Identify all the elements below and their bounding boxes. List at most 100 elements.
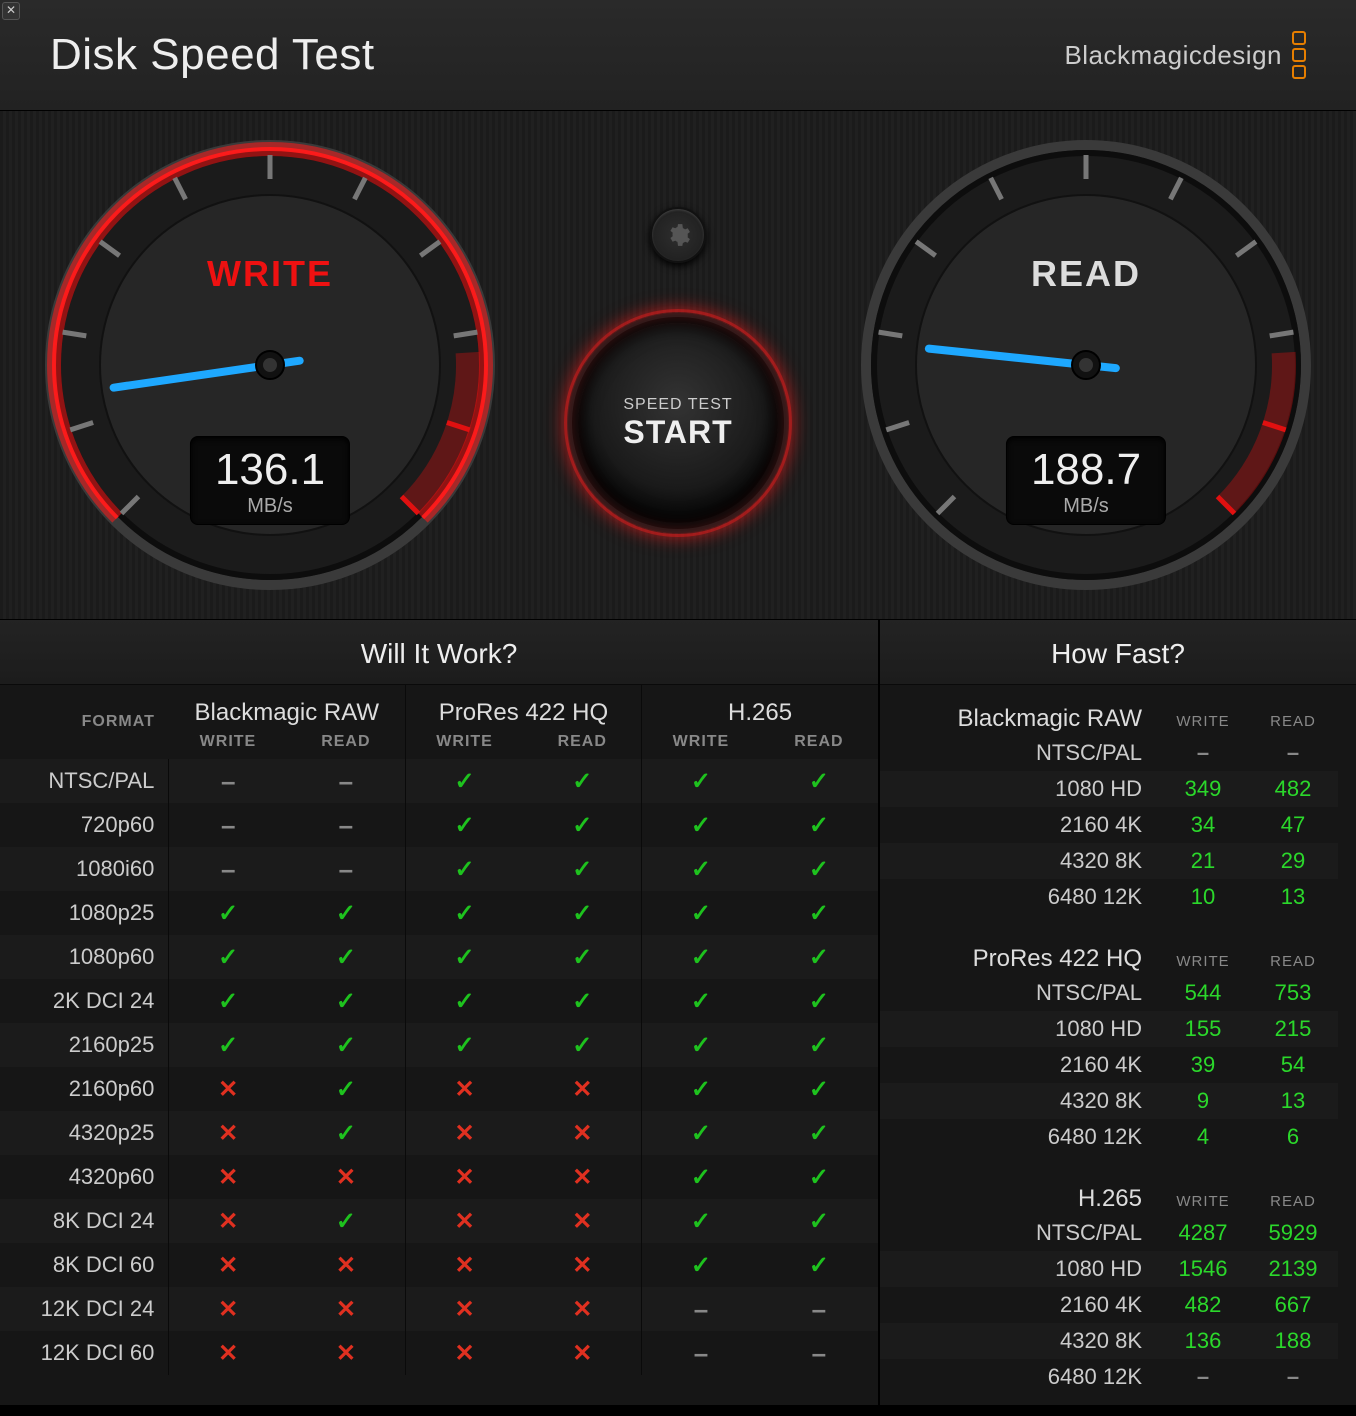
sub-header: READ (760, 733, 878, 759)
dash-icon: – (694, 1294, 708, 1324)
compat-cell: ✓ (523, 759, 641, 803)
how-fast-row: NTSC/PAL–– (880, 735, 1338, 771)
compat-cell: ✓ (642, 1155, 760, 1199)
check-icon: ✓ (572, 856, 592, 883)
format-label: 6480 12K (880, 1364, 1158, 1390)
codec-label: H.265 (880, 1185, 1158, 1213)
check-icon: ✓ (691, 856, 711, 883)
compat-cell: ✓ (760, 979, 878, 1023)
how-fast-row: 6480 12K1013 (880, 879, 1338, 915)
compat-cell: ✕ (169, 1155, 287, 1199)
cross-icon: ✕ (572, 1076, 592, 1103)
format-label: 8K DCI 60 (0, 1243, 169, 1287)
check-icon: ✓ (455, 988, 475, 1015)
table-row: 2160p60✕✓✕✕✓✓ (0, 1067, 878, 1111)
check-icon: ✓ (691, 1032, 711, 1059)
how-fast-row: 6480 12K–– (880, 1359, 1338, 1395)
app-window: ✕ Disk Speed Test Blackmagicdesign WRITE… (0, 0, 1356, 1405)
compat-cell: ✓ (760, 935, 878, 979)
compat-cell: – (760, 1287, 878, 1331)
check-icon: ✓ (691, 1120, 711, 1147)
write-gauge-label: WRITE (40, 253, 500, 295)
compat-cell: – (642, 1287, 760, 1331)
table-row: 2K DCI 24✓✓✓✓✓✓ (0, 979, 878, 1023)
sub-header: READ (287, 733, 405, 759)
check-icon: ✓ (455, 944, 475, 971)
sub-header: WRITE (169, 733, 287, 759)
check-icon: ✓ (336, 1076, 356, 1103)
how-fast-header: H.265WRITEREAD (880, 1169, 1338, 1215)
sub-header: WRITE (405, 733, 523, 759)
compat-cell: ✕ (287, 1331, 405, 1375)
how-fast-row: 4320 8K913 (880, 1083, 1338, 1119)
sub-header: WRITE (1158, 713, 1248, 730)
compat-cell: ✓ (169, 935, 287, 979)
read-value: 54 (1248, 1052, 1338, 1078)
write-unit: MB/s (215, 495, 325, 518)
compat-cell: ✓ (760, 891, 878, 935)
format-label: 8K DCI 24 (0, 1199, 169, 1243)
compat-cell: ✓ (405, 803, 523, 847)
app-title: Disk Speed Test (50, 30, 375, 80)
how-fast-row: NTSC/PAL42875929 (880, 1215, 1338, 1251)
brand-text: Blackmagicdesign (1064, 40, 1282, 71)
how-fast-row: 1080 HD349482 (880, 771, 1338, 807)
read-value: 188.7 (1031, 445, 1141, 495)
compat-cell: ✓ (642, 935, 760, 979)
format-label: 4320 8K (880, 1088, 1158, 1114)
format-label: 1080p25 (0, 891, 169, 935)
format-label: 1080i60 (0, 847, 169, 891)
cross-icon: ✕ (336, 1252, 356, 1279)
compat-cell: – (287, 803, 405, 847)
compat-cell: ✓ (287, 1067, 405, 1111)
how-fast-body: Blackmagic RAWWRITEREADNTSC/PAL––1080 HD… (880, 685, 1356, 1405)
compat-cell: ✓ (523, 979, 641, 1023)
read-value: – (1248, 740, 1338, 766)
format-label: NTSC/PAL (0, 759, 169, 803)
how-fast-row: 4320 8K2129 (880, 843, 1338, 879)
compat-cell: ✓ (405, 759, 523, 803)
write-readout: 136.1 MB/s (190, 436, 350, 525)
format-label: NTSC/PAL (880, 1220, 1158, 1246)
format-label: 6480 12K (880, 1124, 1158, 1150)
compat-cell: ✓ (642, 1111, 760, 1155)
compat-cell: ✓ (642, 979, 760, 1023)
check-icon: ✓ (455, 768, 475, 795)
sub-header: WRITE (642, 733, 760, 759)
write-value: 544 (1158, 980, 1248, 1006)
cross-icon: ✕ (455, 1296, 475, 1323)
check-icon: ✓ (572, 1032, 592, 1059)
compat-cell: ✓ (287, 1199, 405, 1243)
results-panel: Will It Work? FORMATBlackmagic RAWProRes… (0, 620, 1356, 1405)
format-label: 6480 12K (880, 884, 1158, 910)
header: Disk Speed Test Blackmagicdesign (0, 0, 1356, 110)
check-icon: ✓ (809, 944, 829, 971)
check-icon: ✓ (691, 988, 711, 1015)
compat-cell: ✓ (760, 803, 878, 847)
how-fast-row: 1080 HD15462139 (880, 1251, 1338, 1287)
write-value: – (1158, 740, 1248, 766)
dash-icon: – (339, 810, 353, 840)
compat-cell: – (169, 759, 287, 803)
write-gauge: WRITE 136.1 MB/s (40, 135, 500, 595)
settings-button[interactable] (650, 207, 706, 263)
dash-icon: – (339, 854, 353, 884)
table-row: 2160p25✓✓✓✓✓✓ (0, 1023, 878, 1067)
table-row: 8K DCI 60✕✕✕✕✓✓ (0, 1243, 878, 1287)
read-value: 215 (1248, 1016, 1338, 1042)
cross-icon: ✕ (455, 1252, 475, 1279)
how-fast-header: Blackmagic RAWWRITEREAD (880, 689, 1338, 735)
compat-cell: – (642, 1331, 760, 1375)
how-fast-row: 2160 4K3954 (880, 1047, 1338, 1083)
check-icon: ✓ (691, 812, 711, 839)
table-row: 1080p60✓✓✓✓✓✓ (0, 935, 878, 979)
write-value: 10 (1158, 884, 1248, 910)
gear-icon (665, 222, 691, 248)
format-label: 4320 8K (880, 1328, 1158, 1354)
compat-cell: – (169, 803, 287, 847)
start-button[interactable]: SPEED TEST START (578, 323, 778, 523)
close-button[interactable]: ✕ (2, 2, 20, 20)
format-header: FORMAT (0, 685, 169, 759)
cross-icon: ✕ (218, 1120, 238, 1147)
compat-cell: ✓ (287, 891, 405, 935)
